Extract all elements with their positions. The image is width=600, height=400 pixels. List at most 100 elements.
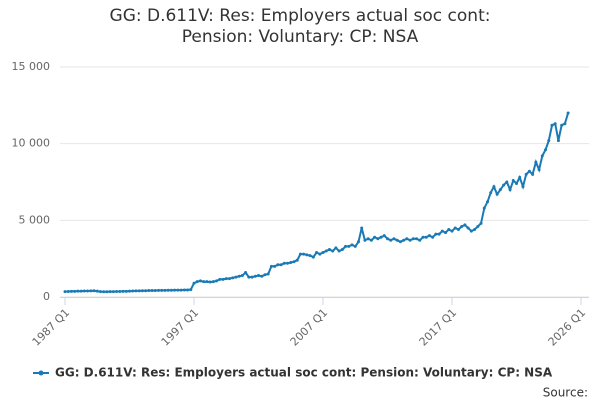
point bbox=[105, 290, 109, 294]
point bbox=[221, 277, 225, 281]
point bbox=[179, 288, 183, 292]
point bbox=[305, 253, 309, 257]
point bbox=[334, 246, 338, 250]
point bbox=[102, 290, 106, 294]
y-tick-label: 5 000 bbox=[19, 213, 51, 226]
y-tick-label: 0 bbox=[43, 290, 50, 303]
point bbox=[82, 289, 86, 293]
point bbox=[153, 289, 157, 293]
point bbox=[289, 261, 293, 264]
point bbox=[211, 280, 215, 284]
point bbox=[95, 289, 99, 293]
point bbox=[521, 185, 525, 189]
point bbox=[227, 277, 231, 281]
legend-label: GG: D.611V: Res: Employers actual soc co… bbox=[55, 366, 553, 380]
point bbox=[157, 288, 161, 292]
point bbox=[134, 289, 138, 293]
point bbox=[553, 122, 557, 126]
x-tick-label: 2017 Q1 bbox=[417, 306, 460, 349]
point bbox=[389, 238, 393, 242]
point bbox=[121, 289, 125, 293]
point bbox=[276, 263, 280, 267]
point bbox=[360, 226, 364, 230]
point bbox=[450, 229, 454, 233]
point bbox=[376, 237, 380, 241]
point bbox=[286, 261, 290, 265]
point bbox=[282, 261, 286, 265]
point bbox=[524, 172, 528, 176]
point bbox=[518, 175, 522, 179]
point bbox=[315, 251, 319, 255]
point bbox=[382, 234, 386, 238]
point bbox=[505, 180, 509, 184]
point bbox=[566, 111, 570, 115]
point bbox=[485, 200, 489, 204]
point bbox=[250, 275, 254, 279]
point bbox=[424, 235, 428, 239]
point bbox=[224, 277, 228, 281]
point bbox=[344, 244, 348, 248]
point bbox=[195, 280, 199, 284]
point bbox=[479, 221, 483, 225]
point bbox=[466, 226, 470, 230]
point bbox=[79, 289, 83, 293]
point bbox=[69, 289, 73, 293]
point bbox=[363, 238, 367, 242]
point bbox=[318, 252, 322, 256]
point bbox=[489, 191, 493, 195]
point bbox=[366, 237, 370, 241]
point bbox=[540, 154, 544, 158]
point bbox=[324, 249, 328, 253]
point bbox=[502, 183, 506, 187]
point bbox=[298, 252, 302, 256]
point bbox=[547, 139, 551, 143]
x-tick-label: 1987 Q1 bbox=[30, 306, 73, 349]
point bbox=[150, 289, 154, 293]
point bbox=[447, 228, 451, 232]
point bbox=[405, 237, 409, 241]
point bbox=[118, 289, 122, 293]
point bbox=[169, 288, 173, 292]
point bbox=[508, 188, 512, 192]
point bbox=[350, 243, 354, 247]
point bbox=[453, 226, 457, 230]
point bbox=[421, 235, 425, 239]
point bbox=[469, 229, 473, 233]
point bbox=[456, 228, 460, 232]
point bbox=[218, 277, 222, 281]
point bbox=[463, 223, 467, 227]
point bbox=[160, 288, 164, 292]
point bbox=[460, 224, 464, 228]
point bbox=[431, 235, 435, 239]
point bbox=[231, 276, 235, 280]
point bbox=[411, 237, 415, 241]
point bbox=[427, 234, 431, 238]
point bbox=[98, 290, 102, 294]
y-tick-label: 15 000 bbox=[12, 60, 51, 73]
point bbox=[173, 288, 177, 292]
point bbox=[137, 289, 141, 293]
point bbox=[215, 279, 219, 283]
point bbox=[544, 148, 548, 152]
point bbox=[202, 280, 206, 284]
point bbox=[257, 274, 260, 278]
point bbox=[356, 240, 360, 244]
point bbox=[144, 289, 148, 293]
point bbox=[192, 281, 196, 285]
point bbox=[63, 290, 67, 294]
point bbox=[295, 258, 299, 262]
point bbox=[240, 274, 244, 278]
point bbox=[266, 272, 270, 276]
point bbox=[550, 123, 554, 127]
point bbox=[147, 289, 151, 293]
point bbox=[263, 273, 267, 277]
point bbox=[563, 122, 567, 126]
point bbox=[186, 288, 190, 292]
point bbox=[418, 238, 422, 242]
point bbox=[73, 289, 77, 293]
point bbox=[327, 247, 331, 251]
point bbox=[527, 169, 531, 173]
point bbox=[498, 188, 502, 192]
